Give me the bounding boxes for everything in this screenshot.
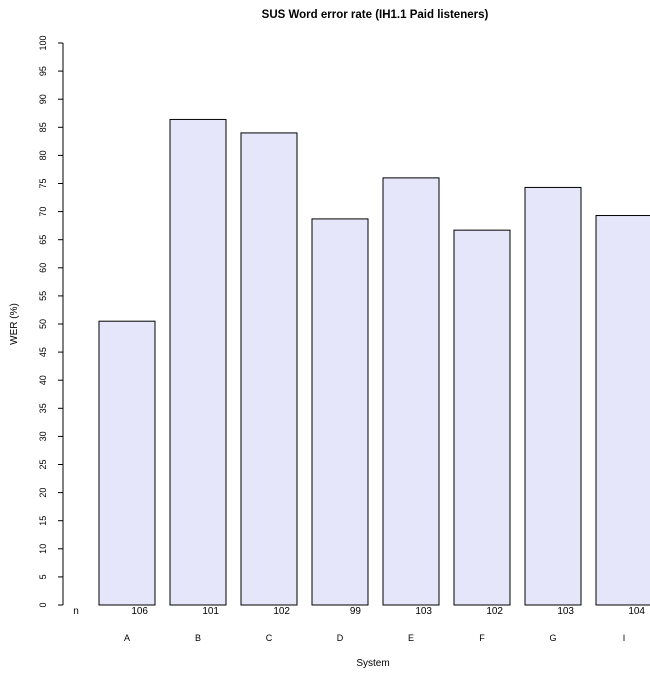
y-tick-label: 10 [38,544,48,554]
count-label-E: 103 [415,606,432,617]
count-label-B: 101 [202,606,219,617]
y-tick-label: 25 [38,459,48,469]
count-label-I: 104 [628,606,645,617]
y-tick-label: 30 [38,431,48,441]
y-tick-label: 45 [38,347,48,357]
x-axis-label: System [356,658,389,669]
y-tick-label: 0 [38,602,48,607]
y-tick-label: 50 [38,319,48,329]
bar-E [382,177,440,606]
count-label-G: 103 [557,606,574,617]
y-tick-label: 60 [38,263,48,273]
count-labels: 106 101 102 99 103 102 103 104 [131,606,645,617]
y-tick-label: 65 [38,235,48,245]
y-tick-label: 15 [38,516,48,526]
x-tick-label-G: G [549,633,556,643]
count-label-F: 102 [486,606,503,617]
y-tick-label: 95 [38,66,48,76]
bar-C [240,132,298,606]
count-label-C: 102 [273,606,290,617]
y-tick-label: 70 [38,207,48,217]
bar-A [98,320,156,606]
y-tick-label: 35 [38,403,48,413]
x-tick-label-A: A [124,633,130,643]
y-ticks: 0 5 10 15 20 25 30 35 40 45 50 55 60 65 70 75 80 85 90 95 10… [38,35,63,608]
y-tick-label: 85 [38,122,48,132]
y-tick-label: 20 [38,488,48,498]
y-tick-label: 75 [38,178,48,188]
bar-B [169,118,227,606]
y-tick-label: 40 [38,375,48,385]
y-tick-label: 100 [38,35,48,50]
y-axis-label: WER (%) [9,303,20,345]
y-tick-label: 5 [38,574,48,579]
bar-F [453,229,511,606]
count-label-D: 99 [350,606,362,617]
x-tick-label-E: E [408,633,414,643]
x-tick-label-D: D [337,633,344,643]
y-tick-label: 55 [38,291,48,301]
bars [98,118,650,606]
x-tick-label-C: C [266,633,273,643]
count-label-A: 106 [131,606,148,617]
bar-I [595,215,650,606]
y-tick-label: 90 [38,94,48,104]
x-tick-label-F: F [479,633,485,643]
bar-G [524,186,582,606]
chart-title: SUS Word error rate (IH1.1 Paid listener… [262,9,489,21]
bar-D [311,218,369,606]
x-tick-label-I: I [623,633,626,643]
x-tick-label-B: B [195,633,201,643]
n-label: n [73,606,79,617]
y-tick-label: 80 [38,150,48,160]
